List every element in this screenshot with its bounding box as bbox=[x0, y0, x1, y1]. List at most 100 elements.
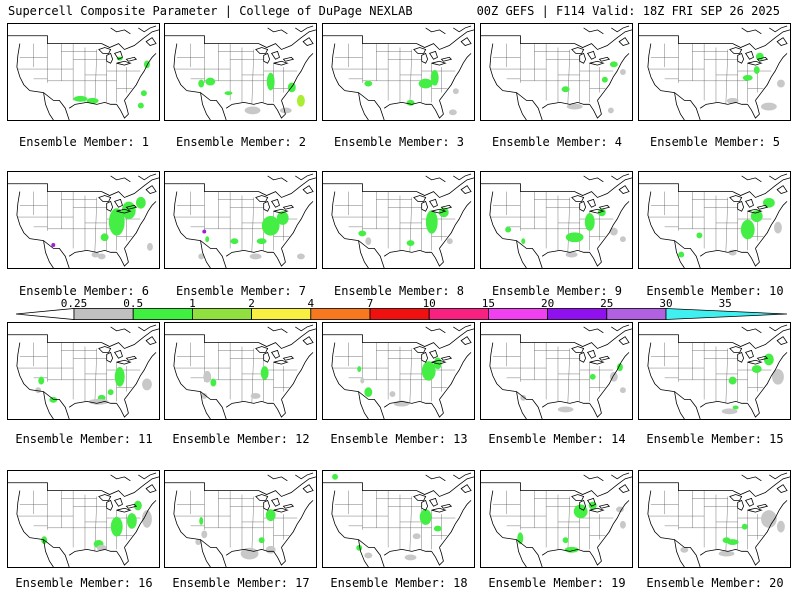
scp-shading bbox=[73, 95, 88, 102]
coastline bbox=[460, 185, 472, 194]
ensemble-member-map bbox=[638, 171, 791, 269]
coastline bbox=[113, 198, 123, 208]
coastline bbox=[660, 389, 701, 419]
coastline bbox=[729, 47, 743, 54]
member-caption: Ensemble Member: 4 bbox=[491, 135, 623, 149]
coastline bbox=[106, 499, 114, 511]
coastline bbox=[439, 500, 472, 548]
coastline bbox=[660, 90, 701, 120]
coastline bbox=[741, 326, 762, 334]
coastline bbox=[579, 200, 587, 212]
coastline bbox=[571, 494, 585, 501]
scp-shading bbox=[51, 243, 56, 247]
coastline bbox=[699, 548, 748, 556]
coastline bbox=[255, 346, 269, 353]
coastline bbox=[113, 497, 123, 507]
coastline bbox=[125, 503, 138, 509]
coastline bbox=[428, 349, 438, 359]
coastline bbox=[699, 249, 748, 257]
coastline bbox=[769, 472, 788, 480]
state-border bbox=[251, 197, 255, 253]
scp-shading bbox=[137, 102, 144, 109]
scp-shading bbox=[205, 236, 210, 243]
coastline bbox=[263, 351, 271, 363]
ensemble-member-map bbox=[322, 470, 475, 568]
state-border bbox=[251, 49, 255, 105]
coastline bbox=[16, 191, 30, 239]
scp-shading bbox=[616, 363, 623, 372]
scp-shading bbox=[565, 232, 584, 243]
coastline bbox=[741, 474, 762, 482]
member-caption: Ensemble Member: 9 bbox=[491, 284, 623, 298]
coastline bbox=[747, 248, 760, 267]
colorbar-bin bbox=[251, 308, 312, 320]
scp-shading bbox=[446, 238, 453, 245]
scp-shading bbox=[619, 387, 626, 394]
coastline bbox=[295, 324, 314, 332]
scp-shading bbox=[86, 97, 99, 104]
scp-shading bbox=[201, 393, 208, 399]
coastline bbox=[273, 60, 289, 66]
coastline bbox=[756, 204, 769, 210]
ensemble-member-map bbox=[164, 322, 317, 420]
scp-shading bbox=[126, 513, 137, 529]
scp-shading bbox=[760, 102, 777, 111]
scp-shading bbox=[433, 525, 442, 532]
us-basemap bbox=[8, 25, 159, 120]
coastline bbox=[425, 474, 446, 482]
scp-shading bbox=[133, 500, 142, 511]
coastline bbox=[270, 198, 280, 208]
ensemble-member-map bbox=[638, 322, 791, 420]
coastline bbox=[489, 191, 503, 239]
scp-shading bbox=[762, 197, 775, 208]
coastline bbox=[302, 336, 314, 345]
coastline bbox=[755, 201, 788, 249]
scp-shading bbox=[680, 546, 689, 553]
coastline bbox=[295, 173, 314, 181]
coastline bbox=[186, 90, 227, 120]
colorbar-low-arrow bbox=[16, 308, 75, 320]
coastline bbox=[125, 56, 138, 62]
scp-shading bbox=[240, 547, 259, 560]
state-border bbox=[94, 197, 98, 253]
coastline bbox=[43, 539, 54, 567]
us-basemap bbox=[481, 324, 632, 419]
scp-shading bbox=[356, 544, 363, 551]
coastline bbox=[741, 27, 762, 35]
coastline bbox=[431, 359, 447, 365]
scp-shading bbox=[721, 408, 738, 415]
member-caption: Ensemble Member: 17 bbox=[172, 576, 310, 590]
coastline bbox=[571, 346, 585, 353]
coastline bbox=[639, 177, 790, 198]
coastline bbox=[647, 43, 661, 91]
coastline bbox=[737, 351, 745, 363]
ensemble-member-map bbox=[480, 322, 633, 420]
coastline bbox=[489, 342, 503, 390]
coastline bbox=[431, 248, 444, 267]
ensemble-member-map bbox=[322, 171, 475, 269]
coastline bbox=[755, 53, 788, 101]
coastline bbox=[255, 195, 269, 202]
coastline bbox=[460, 336, 472, 345]
coastline bbox=[756, 56, 769, 62]
us-basemap bbox=[481, 472, 632, 567]
coastline bbox=[113, 349, 123, 359]
scp-shading bbox=[696, 232, 703, 239]
scp-shading bbox=[276, 211, 289, 225]
coastline bbox=[8, 29, 159, 50]
coastline bbox=[344, 537, 385, 567]
coastline bbox=[282, 56, 295, 62]
coastline bbox=[145, 185, 157, 194]
scp-shading bbox=[203, 370, 212, 383]
scp-shading bbox=[100, 233, 109, 242]
coastline bbox=[440, 503, 453, 509]
scp-shading bbox=[230, 238, 239, 245]
scp-shading bbox=[266, 72, 275, 91]
scp-shading bbox=[425, 210, 438, 234]
coastline bbox=[165, 476, 316, 497]
us-basemap bbox=[165, 25, 316, 120]
coastline bbox=[8, 476, 159, 497]
state-border bbox=[94, 49, 98, 105]
valid-time: 00Z GEFS | F114 Valid: 18Z FRI SEP 26 20… bbox=[476, 4, 780, 18]
state-border bbox=[567, 49, 571, 105]
